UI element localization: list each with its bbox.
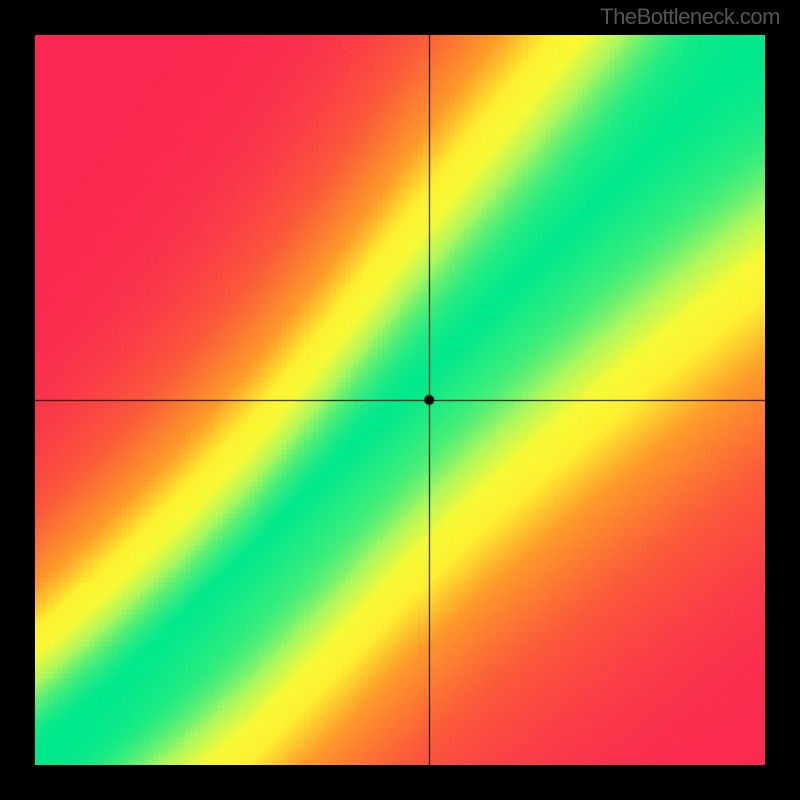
watermark-text: TheBottleneck.com — [600, 4, 780, 30]
bottleneck-heatmap — [35, 35, 765, 765]
chart-container: TheBottleneck.com — [0, 0, 800, 800]
